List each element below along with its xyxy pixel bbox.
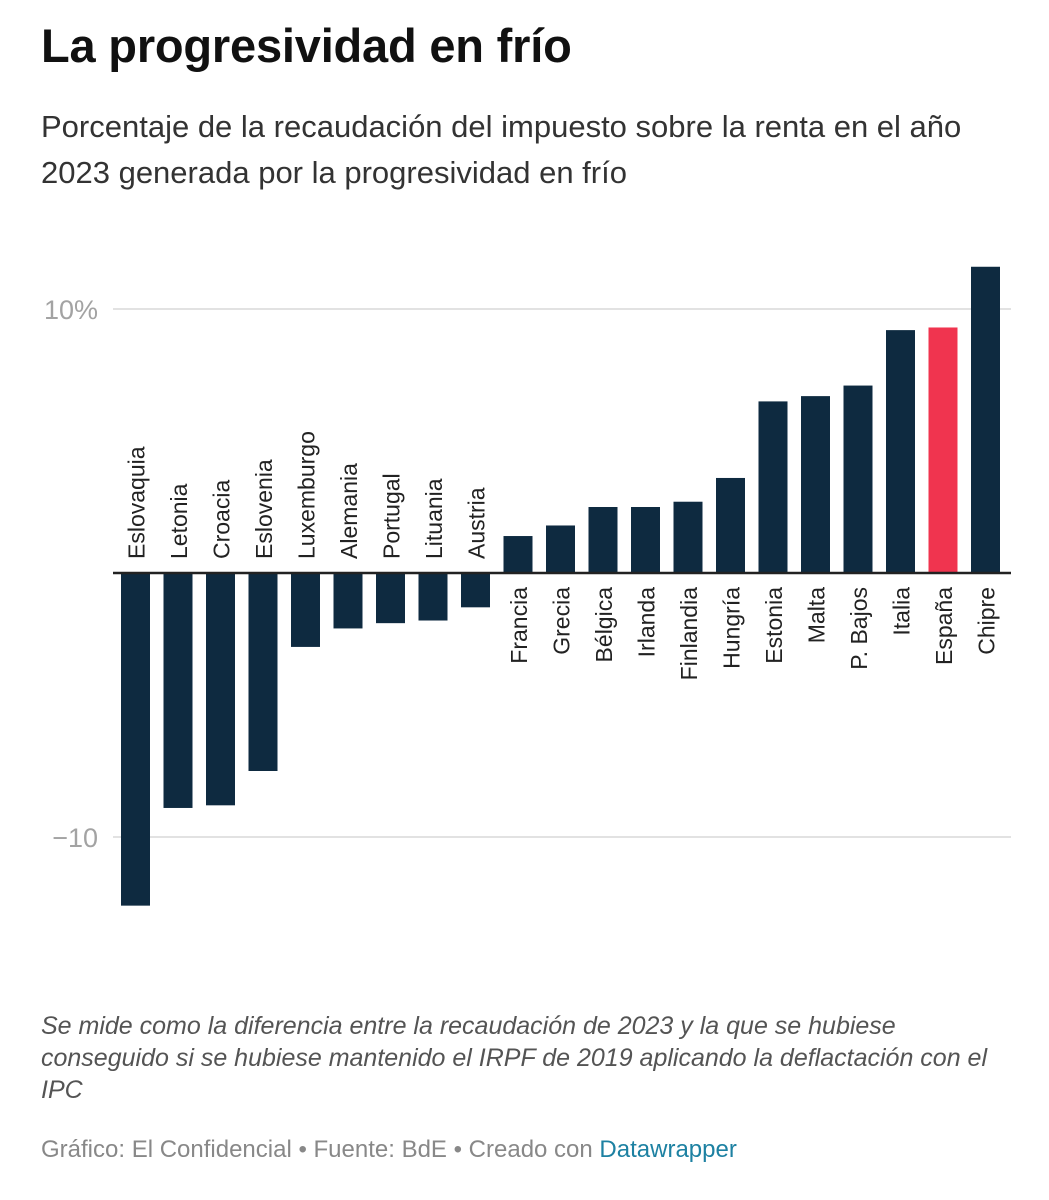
y-axis-ticks: 10% −10: [44, 295, 98, 853]
category-label-lituania: Lituania: [421, 478, 447, 559]
category-label-hungria: Hungría: [719, 587, 745, 669]
category-label-belgica: Bélgica: [591, 587, 617, 663]
category-label-croacia: Croacia: [209, 480, 235, 559]
bar-luxemburgo: [291, 573, 320, 647]
category-label-grecia: Grecia: [549, 587, 575, 655]
chart-title: La progresividad en frío: [41, 19, 572, 72]
category-label-eslovaquia: Eslovaquia: [124, 446, 150, 559]
bar-letonia: [163, 573, 193, 808]
bar-eslovenia: [248, 573, 278, 771]
bar-chipre: [971, 266, 1000, 573]
bar-p-bajos: [843, 385, 873, 573]
category-label-luxemburgo: Luxemburgo: [294, 431, 320, 559]
chart-footer: Gráfico: El Confidencial • Fuente: BdE •…: [41, 1134, 737, 1166]
bar-irlanda: [631, 507, 660, 573]
category-label-alemania: Alemania: [336, 463, 362, 559]
footer-credits: Gráfico: El Confidencial • Fuente: BdE •…: [41, 1136, 600, 1163]
y-tick-label: 10%: [44, 295, 98, 325]
bar-chart: Eslovaquia Letonia Croacia Eslovenia Luxembu…: [44, 266, 1011, 906]
category-label-portugal: Portugal: [379, 473, 405, 559]
gridlines: [113, 308, 1011, 838]
bar-belgica: [588, 507, 618, 573]
category-label-letonia: Letonia: [166, 483, 192, 559]
chart-notes: Se mide como la diferencia entre la reca…: [41, 1012, 988, 1104]
category-label-espana: España: [931, 587, 957, 665]
datawrapper-link[interactable]: Datawrapper: [599, 1136, 737, 1163]
category-labels: Eslovaquia Letonia Croacia Eslovenia Luxembu…: [124, 431, 1000, 680]
bar-estonia: [758, 401, 788, 573]
category-label-malta: Malta: [804, 587, 830, 643]
bar-malta: [801, 396, 830, 573]
chart-subtitle: Porcentaje de la recaudación del impuest…: [41, 109, 962, 190]
category-label-chipre: Chipre: [974, 587, 1000, 655]
category-label-p-bajos: P. Bajos: [846, 587, 872, 670]
bar-francia: [503, 536, 533, 573]
bar-lituania: [418, 573, 448, 621]
bar-croacia: [206, 573, 235, 806]
bar-espana: [928, 327, 958, 573]
bar-austria: [461, 573, 490, 608]
bar-italia: [886, 330, 915, 573]
bar-eslovaquia: [121, 573, 150, 906]
bar-finlandia: [673, 501, 703, 573]
category-label-finlandia: Finlandia: [676, 587, 702, 681]
category-label-austria: Austria: [464, 487, 490, 559]
bar-portugal: [376, 573, 405, 624]
category-label-irlanda: Irlanda: [634, 587, 660, 658]
category-label-italia: Italia: [889, 587, 915, 636]
category-label-eslovenia: Eslovenia: [251, 459, 277, 559]
bar-hungria: [716, 477, 745, 573]
category-label-estonia: Estonia: [761, 587, 787, 664]
category-label-francia: Francia: [506, 587, 532, 664]
y-tick-label: −10: [52, 823, 98, 853]
bar-alemania: [333, 573, 363, 629]
bar-grecia: [546, 525, 575, 573]
bars: [121, 266, 1000, 906]
